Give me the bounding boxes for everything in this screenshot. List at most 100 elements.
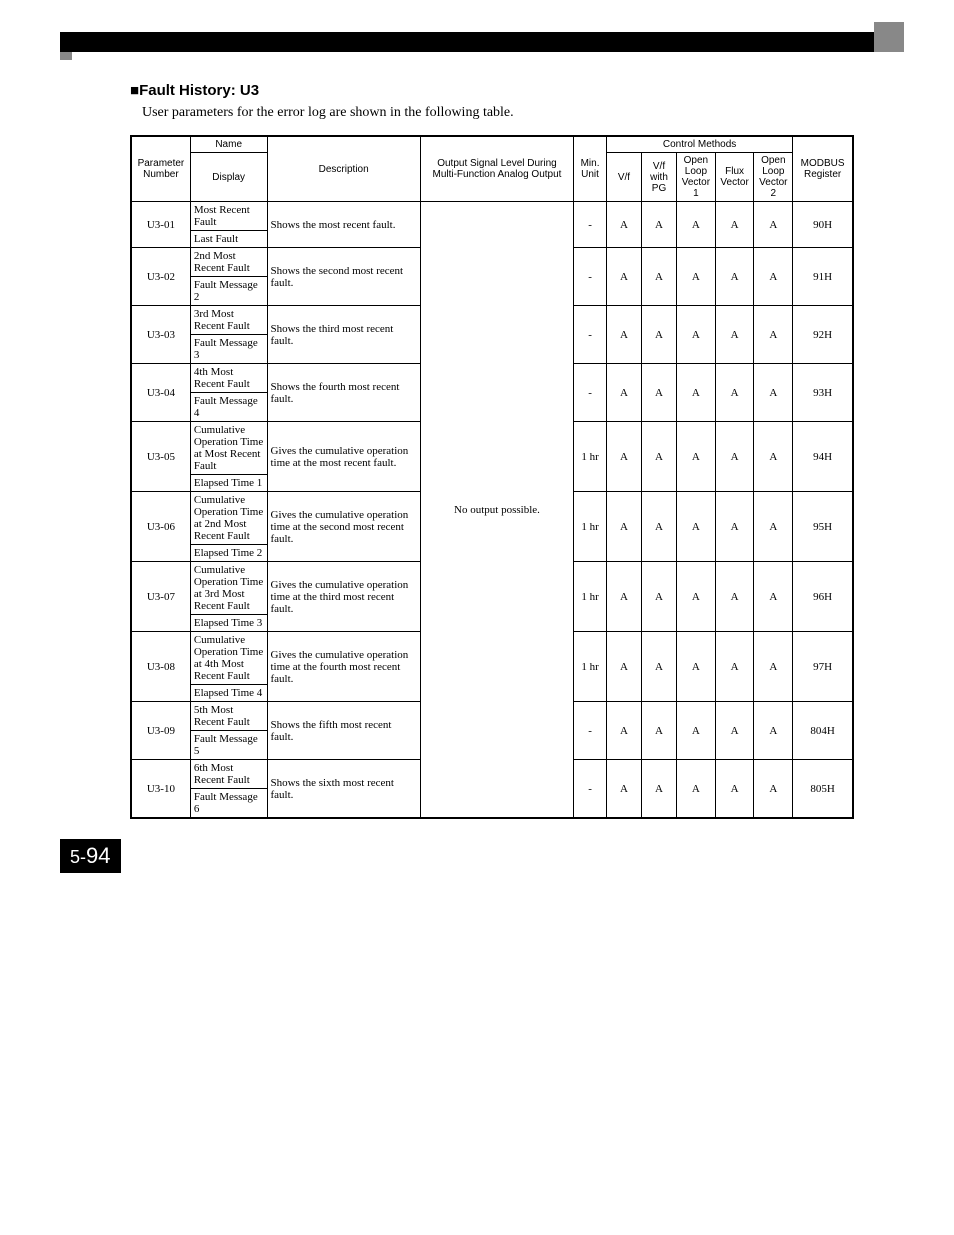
- cell-control-method: A: [715, 632, 754, 702]
- cell-param-number: U3-01: [131, 202, 190, 248]
- cell-name: 6th Most Recent Fault: [190, 760, 267, 789]
- section-title: ■Fault History: U3: [130, 82, 854, 99]
- cell-modbus: 90H: [793, 202, 853, 248]
- cell-param-number: U3-07: [131, 562, 190, 632]
- cell-control-method: A: [606, 702, 641, 760]
- cell-param-number: U3-02: [131, 248, 190, 306]
- cell-control-method: A: [642, 760, 677, 819]
- cell-control-method: A: [606, 306, 641, 364]
- cell-control-method: A: [754, 492, 793, 562]
- cell-description: Shows the fifth most recent fault.: [267, 702, 420, 760]
- cell-control-method: A: [754, 562, 793, 632]
- page-content: ■Fault History: U3 User parameters for t…: [0, 52, 954, 819]
- cell-modbus: 92H: [793, 306, 853, 364]
- cell-min-unit: 1 hr: [574, 422, 607, 492]
- cell-min-unit: -: [574, 702, 607, 760]
- cell-control-method: A: [715, 306, 754, 364]
- th-param-number: Parameter Number: [131, 136, 190, 202]
- cell-control-method: A: [754, 364, 793, 422]
- cell-modbus: 93H: [793, 364, 853, 422]
- cell-control-method: A: [677, 202, 716, 248]
- cell-control-method: A: [677, 422, 716, 492]
- th-name: Name: [190, 136, 267, 153]
- cell-description: Shows the second most recent fault.: [267, 248, 420, 306]
- cell-description: Gives the cumulative operation time at t…: [267, 632, 420, 702]
- cell-display: Fault Message 6: [190, 789, 267, 819]
- cell-control-method: A: [677, 702, 716, 760]
- cell-output-signal: No output possible.: [420, 202, 573, 819]
- cell-min-unit: -: [574, 364, 607, 422]
- th-flux: Flux Vector: [715, 153, 754, 202]
- cell-control-method: A: [606, 760, 641, 819]
- cell-control-method: A: [754, 306, 793, 364]
- cell-control-method: A: [642, 632, 677, 702]
- cell-control-method: A: [606, 632, 641, 702]
- cell-display: Fault Message 5: [190, 731, 267, 760]
- cell-param-number: U3-06: [131, 492, 190, 562]
- cell-control-method: A: [642, 202, 677, 248]
- cell-name: 5th Most Recent Fault: [190, 702, 267, 731]
- cell-modbus: 96H: [793, 562, 853, 632]
- cell-description: Gives the cumulative operation time at t…: [267, 492, 420, 562]
- cell-min-unit: 1 hr: [574, 632, 607, 702]
- cell-name: Cumulative Operation Time at 3rd Most Re…: [190, 562, 267, 615]
- cell-control-method: A: [754, 422, 793, 492]
- th-modbus: MODBUS Register: [793, 136, 853, 202]
- cell-display: Fault Message 4: [190, 393, 267, 422]
- cell-control-method: A: [677, 364, 716, 422]
- cell-name: Cumulative Operation Time at Most Recent…: [190, 422, 267, 475]
- cell-control-method: A: [754, 702, 793, 760]
- cell-control-method: A: [715, 202, 754, 248]
- cell-description: Shows the sixth most recent fault.: [267, 760, 420, 819]
- cell-description: Shows the third most recent fault.: [267, 306, 420, 364]
- cell-min-unit: -: [574, 202, 607, 248]
- page-footer: 5-94: [0, 839, 954, 873]
- cell-control-method: A: [606, 492, 641, 562]
- th-description: Description: [267, 136, 420, 202]
- cell-name: Cumulative Operation Time at 4th Most Re…: [190, 632, 267, 685]
- page-num: 94: [86, 843, 110, 868]
- cell-param-number: U3-10: [131, 760, 190, 819]
- cell-control-method: A: [606, 364, 641, 422]
- cell-control-method: A: [677, 760, 716, 819]
- cell-control-method: A: [642, 364, 677, 422]
- cell-description: Shows the most recent fault.: [267, 202, 420, 248]
- cell-name: 2nd Most Recent Fault: [190, 248, 267, 277]
- cell-control-method: A: [677, 632, 716, 702]
- th-control-methods: Control Methods: [606, 136, 792, 153]
- cell-modbus: 805H: [793, 760, 853, 819]
- cell-control-method: A: [715, 492, 754, 562]
- cell-display: Elapsed Time 2: [190, 545, 267, 562]
- cell-display: Elapsed Time 1: [190, 475, 267, 492]
- cell-display: Elapsed Time 3: [190, 615, 267, 632]
- cell-control-method: A: [754, 248, 793, 306]
- section-intro: User parameters for the error log are sh…: [142, 105, 854, 121]
- cell-name: Most Recent Fault: [190, 202, 267, 231]
- cell-display: Elapsed Time 4: [190, 685, 267, 702]
- cell-control-method: A: [642, 702, 677, 760]
- cell-control-method: A: [606, 562, 641, 632]
- cell-modbus: 94H: [793, 422, 853, 492]
- cell-control-method: A: [606, 422, 641, 492]
- th-olv2: Open Loop Vector 2: [754, 153, 793, 202]
- table-body: U3-01Most Recent FaultShows the most rec…: [131, 202, 853, 819]
- cell-control-method: A: [715, 422, 754, 492]
- table-head: Parameter Number Name Description Output…: [131, 136, 853, 202]
- cell-control-method: A: [715, 364, 754, 422]
- cell-control-method: A: [677, 248, 716, 306]
- cell-modbus: 91H: [793, 248, 853, 306]
- cell-param-number: U3-09: [131, 702, 190, 760]
- cell-modbus: 804H: [793, 702, 853, 760]
- page-chapter: 5: [70, 847, 80, 867]
- cell-name: Cumulative Operation Time at 2nd Most Re…: [190, 492, 267, 545]
- cell-control-method: A: [677, 492, 716, 562]
- cell-param-number: U3-05: [131, 422, 190, 492]
- cell-param-number: U3-04: [131, 364, 190, 422]
- cell-name: 3rd Most Recent Fault: [190, 306, 267, 335]
- page-header-bar: [60, 32, 894, 52]
- cell-control-method: A: [715, 702, 754, 760]
- th-olv1: Open Loop Vector 1: [677, 153, 716, 202]
- cell-control-method: A: [642, 492, 677, 562]
- cell-control-method: A: [754, 202, 793, 248]
- cell-control-method: A: [677, 306, 716, 364]
